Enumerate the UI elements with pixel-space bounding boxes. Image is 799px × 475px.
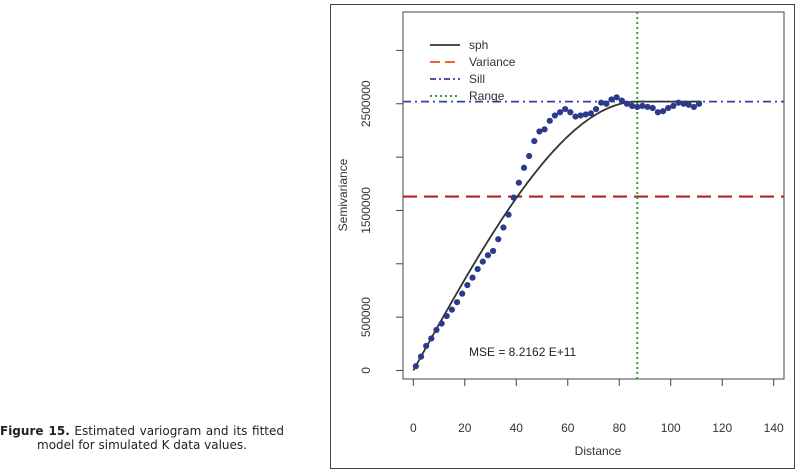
data-point xyxy=(562,105,569,113)
data-point xyxy=(448,306,456,313)
data-point xyxy=(608,96,615,103)
data-point xyxy=(603,100,610,107)
data-point xyxy=(484,252,492,259)
data-point xyxy=(500,224,507,231)
x-tick-label: 60 xyxy=(561,421,575,435)
sph-model-curve xyxy=(412,100,702,371)
x-axis-label: Distance xyxy=(575,444,622,458)
data-point xyxy=(675,99,682,106)
data-point xyxy=(685,101,692,108)
data-point xyxy=(623,100,631,107)
data-point xyxy=(536,128,543,135)
x-tick-label: 140 xyxy=(764,421,784,435)
data-point xyxy=(592,105,600,113)
data-point xyxy=(680,100,687,107)
data-point xyxy=(644,103,651,111)
data-point xyxy=(520,164,528,171)
data-point xyxy=(572,113,579,120)
data-point xyxy=(479,258,486,265)
empirical-points xyxy=(412,94,703,370)
data-point xyxy=(515,179,522,186)
x-tick-label: 20 xyxy=(458,421,472,435)
data-point xyxy=(464,282,471,289)
data-point xyxy=(510,194,517,201)
mse-annotation: MSE = 8.2162 E+11 xyxy=(469,345,577,359)
data-point xyxy=(665,104,672,112)
data-point xyxy=(417,353,425,360)
x-tick-label: 40 xyxy=(510,421,524,435)
data-point xyxy=(670,102,677,109)
data-point xyxy=(546,117,553,124)
data-point xyxy=(587,110,595,117)
data-point xyxy=(649,104,656,112)
y-tick-label: 0 xyxy=(359,367,373,374)
x-tick-label: 80 xyxy=(613,421,627,435)
data-point xyxy=(443,312,450,320)
figure-label: Figure 15. xyxy=(0,424,70,438)
y-tick-label: 2500000 xyxy=(359,80,373,127)
legend: sph Variance Sill Range xyxy=(430,38,516,103)
y-axis-label: Semivariance xyxy=(336,158,350,231)
y-tick-label: 500000 xyxy=(359,297,373,337)
data-point xyxy=(577,112,584,119)
data-point xyxy=(453,299,461,306)
data-point xyxy=(690,103,697,111)
data-point xyxy=(556,109,564,116)
data-point xyxy=(659,108,667,115)
legend-label-sill: Sill xyxy=(469,72,485,86)
data-point xyxy=(412,363,419,370)
data-point xyxy=(526,152,533,160)
data-point xyxy=(567,109,574,116)
data-point xyxy=(428,335,435,342)
x-tick-label: 0 xyxy=(410,421,417,435)
y-tick-label: 1500000 xyxy=(359,187,373,234)
data-point xyxy=(634,103,641,111)
data-point xyxy=(469,274,476,281)
legend-label-variance: Variance xyxy=(469,55,516,69)
data-point xyxy=(551,112,558,119)
x-tick-label: 100 xyxy=(661,421,681,435)
data-point xyxy=(438,320,445,327)
data-point xyxy=(629,102,636,109)
axis-ticks: 0 20 40 60 80 100 120 140 0 500000 1500000 2500000 xyxy=(359,49,784,435)
data-point xyxy=(618,97,625,104)
data-point xyxy=(613,94,620,101)
data-point xyxy=(474,266,481,273)
chart-frame xyxy=(330,4,795,469)
legend-label-range: Range xyxy=(469,89,505,103)
data-point xyxy=(531,137,538,145)
data-point xyxy=(582,111,589,118)
data-point xyxy=(495,236,502,243)
data-point xyxy=(433,326,440,334)
data-point xyxy=(695,100,703,107)
data-point xyxy=(541,126,548,133)
data-point xyxy=(639,102,646,109)
reference-lines xyxy=(403,12,784,379)
data-point xyxy=(459,290,466,297)
data-point xyxy=(423,342,430,350)
figure-caption-text: Estimated variogram and its fitted model… xyxy=(37,424,284,452)
data-point xyxy=(654,109,661,116)
data-point xyxy=(505,211,512,218)
figure-caption: Figure 15. Estimated variogram and its f… xyxy=(0,424,284,452)
data-point xyxy=(490,247,497,255)
x-tick-label: 120 xyxy=(712,421,732,435)
legend-label-sph: sph xyxy=(469,38,488,52)
data-point xyxy=(598,99,605,106)
